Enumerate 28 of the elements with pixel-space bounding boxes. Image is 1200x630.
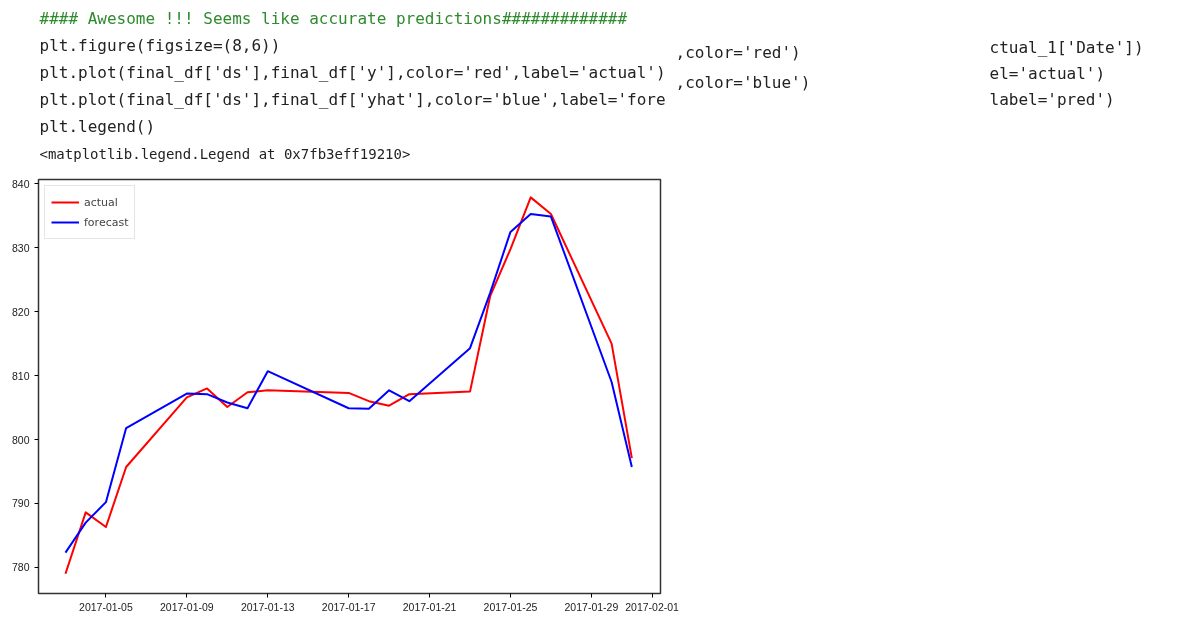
text: plt.plot(final_df['ds'],final_df['y'],color='red',label='actual') [39, 63, 666, 82]
text: label='pred') [989, 90, 1115, 109]
x-tick-label: 2017-02-01 [625, 600, 680, 613]
text: plt.figure(figsize=(8,6)) [39, 36, 281, 55]
x-tick-label: 2017-01-29 [564, 600, 619, 613]
x-tick-label: 2017-01-17 [321, 600, 376, 613]
y-tick-label: 780 [11, 561, 30, 574]
text: #### Awesome !!! Seems like accurate predictions############# [39, 9, 628, 28]
y-tick-label: 840 [11, 177, 30, 190]
text: el='actual') [989, 64, 1106, 83]
x-tick-label: 2017-01-09 [159, 600, 214, 613]
text: ,color='blue') [675, 73, 811, 92]
text: plt.legend() [39, 117, 156, 136]
text: ,color='red') [675, 43, 801, 62]
y-tick-label: 810 [11, 369, 30, 382]
text: ctual_1['Date']) [989, 38, 1144, 57]
x-tick-label: 2017-01-21 [402, 600, 457, 613]
text: <matplotlib.legend.Legend at 0x7fb3eff19210> [39, 145, 411, 162]
x-tick-label: 2017-01-13 [240, 600, 295, 613]
y-tick-label: 820 [11, 305, 30, 318]
text: plt.plot(final_df['ds'],final_df['yhat'],color='blue',label='fore [39, 90, 666, 109]
legend-label: actual [84, 195, 118, 209]
y-tick-label: 800 [11, 433, 30, 446]
y-tick-label: 830 [11, 241, 30, 254]
x-tick-label: 2017-01-25 [483, 600, 538, 613]
x-tick-label: 2017-01-05 [79, 600, 133, 613]
y-tick-label: 790 [11, 497, 30, 510]
legend-label: forecast [84, 215, 129, 229]
